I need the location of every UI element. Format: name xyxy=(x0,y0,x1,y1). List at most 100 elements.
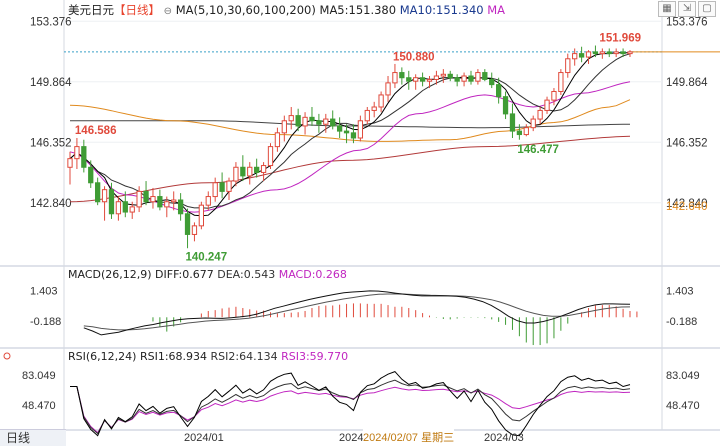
annotation-label: 150.880 xyxy=(393,51,435,63)
candle xyxy=(357,120,364,139)
y-tick-right: 146.352 xyxy=(666,137,708,149)
y-tick-marker: 142.640 xyxy=(666,201,708,213)
rsi-title[interactable]: RSI(6,12,24) xyxy=(68,350,137,363)
candle xyxy=(419,77,426,82)
candle xyxy=(122,201,128,213)
macd-legend: MACD(26,12,9) DIFF:0.677 DEA:0.543 MACD:… xyxy=(68,268,347,281)
candle xyxy=(74,146,80,160)
candle xyxy=(495,84,502,98)
candle xyxy=(233,166,239,182)
candle xyxy=(67,158,73,168)
candle xyxy=(426,78,433,82)
candle xyxy=(212,182,218,198)
ma5-line xyxy=(69,52,631,217)
candle xyxy=(95,182,101,203)
candle xyxy=(475,72,481,82)
rsi3-line xyxy=(70,386,631,434)
candle xyxy=(461,75,467,82)
candle xyxy=(447,73,453,79)
candle xyxy=(323,118,329,125)
rsi-legend: RSI(6,12,24) RSI1:68.934 RSI2:64.134 RSI… xyxy=(68,350,348,363)
rsi1-line xyxy=(70,371,631,437)
y-tick-left: 153.376 xyxy=(30,16,72,28)
candle xyxy=(115,201,122,215)
macd-diff: DIFF:0.677 xyxy=(155,268,214,281)
ma-params[interactable]: MA(5,10,30,60,100,200) xyxy=(175,3,316,17)
expand-icon[interactable]: ⇲ xyxy=(678,1,696,17)
candle xyxy=(171,199,177,203)
annotation-label: 151.969 xyxy=(599,33,641,45)
annotation-label: 140.247 xyxy=(186,251,228,263)
crosshair-date: 2024/02/07 星期三 xyxy=(363,429,455,445)
y-tick-left: 146.352 xyxy=(30,137,72,149)
candle xyxy=(267,146,274,167)
candle xyxy=(592,51,599,55)
candle xyxy=(482,72,488,80)
rsi2-line xyxy=(70,379,631,435)
candle xyxy=(219,182,225,192)
annotation-label: 146.477 xyxy=(517,144,559,156)
candle xyxy=(613,51,619,55)
candle xyxy=(350,132,357,139)
candle xyxy=(468,75,474,82)
candle xyxy=(378,94,384,108)
rsi1-value: RSI1:68.934 xyxy=(139,350,208,363)
candle xyxy=(336,125,343,132)
candle xyxy=(247,166,253,177)
fullscreen-icon[interactable]: ▢ xyxy=(698,1,716,17)
candle xyxy=(295,115,301,127)
candle xyxy=(620,51,626,55)
candle xyxy=(164,201,170,208)
candle xyxy=(530,118,536,129)
candle xyxy=(606,51,612,55)
candle xyxy=(371,106,377,111)
ma10-value: MA10:151.340 xyxy=(399,3,484,17)
x-axis-label: 2024/03 xyxy=(484,432,524,444)
candle xyxy=(343,130,350,134)
candle xyxy=(226,180,232,192)
y-tick-left: 142.840 xyxy=(30,198,72,210)
candle xyxy=(129,206,135,213)
y-tick-right: 142.840 xyxy=(666,198,708,210)
chart-toolbar: ▦ ⇲ ▢ xyxy=(658,1,716,17)
candle xyxy=(406,77,412,82)
candle xyxy=(316,120,322,125)
candle xyxy=(392,72,398,84)
candle xyxy=(81,146,87,168)
y-tick-right: 153.376 xyxy=(666,16,708,28)
rsi2-value: RSI2:64.134 xyxy=(210,350,278,363)
candle xyxy=(578,53,585,58)
candle xyxy=(413,77,419,82)
candle xyxy=(502,96,509,115)
candle xyxy=(101,189,108,203)
x-axis-label: 2024/01 xyxy=(184,432,224,444)
ma30-line xyxy=(69,81,631,213)
symbol-name: 美元日元 xyxy=(68,3,114,17)
candle xyxy=(150,196,156,203)
macd-tick-left: -0.188 xyxy=(30,316,61,328)
candle xyxy=(364,109,370,122)
candle xyxy=(157,196,163,208)
macd-title[interactable]: MACD(26,12,9) xyxy=(68,268,152,281)
candle xyxy=(565,58,571,74)
grid-icon[interactable]: ▦ xyxy=(658,1,676,17)
candle xyxy=(558,72,564,93)
candle xyxy=(399,72,405,79)
y-tick-right: 149.864 xyxy=(666,77,708,89)
dea-line xyxy=(83,293,631,331)
diff-line xyxy=(83,290,631,336)
macd-tick-right: 1.403 xyxy=(666,285,694,297)
candle xyxy=(254,166,260,173)
macd-dea: DEA:0.543 xyxy=(217,268,276,281)
rsi-tick-right: 83.049 xyxy=(666,370,700,382)
candle xyxy=(260,165,267,173)
rsi3-value: RSI3:59.770 xyxy=(281,350,349,363)
candle xyxy=(177,199,184,215)
rsi-tick-left: 83.049 xyxy=(22,370,56,382)
candle xyxy=(205,196,211,206)
period-tab[interactable]: 日线 xyxy=(0,429,66,446)
period-label[interactable]: 【日线】 xyxy=(114,3,160,17)
settings-icon[interactable]: ⊖ xyxy=(163,6,173,17)
macd-macd: MACD:0.268 xyxy=(278,268,347,281)
